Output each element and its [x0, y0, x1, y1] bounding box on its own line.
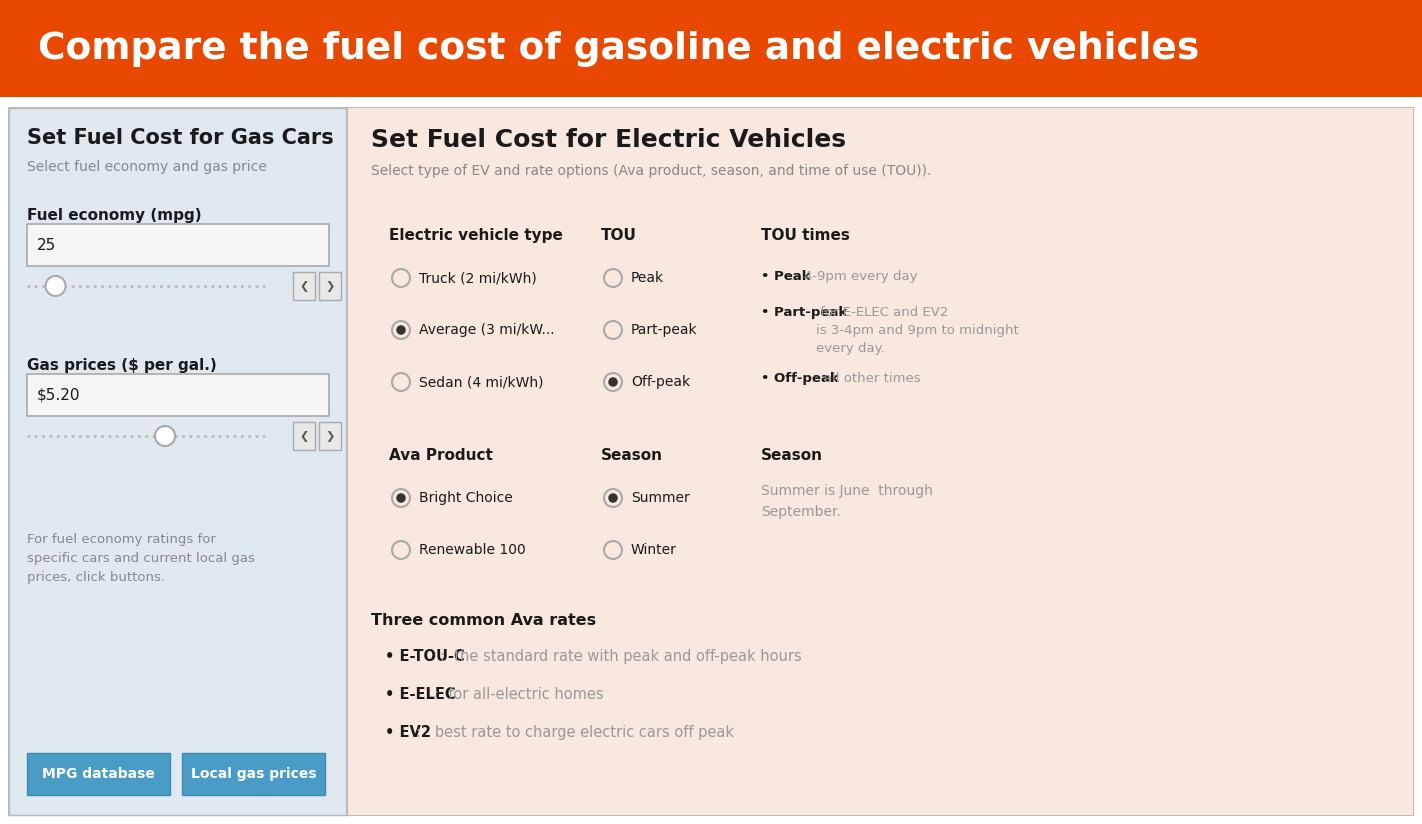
Bar [182, 753, 326, 795]
Text: • EV2: • EV2 [385, 725, 431, 740]
Text: Average (3 mi/kW...: Average (3 mi/kW... [419, 323, 555, 337]
Bar [9, 108, 347, 815]
Text: Fuel economy (mpg): Fuel economy (mpg) [27, 208, 202, 223]
Text: MPG database: MPG database [43, 767, 155, 781]
Bar [27, 753, 171, 795]
Circle shape [609, 494, 617, 502]
Text: Select fuel economy and gas price: Select fuel economy and gas price [27, 160, 267, 174]
Bar [347, 108, 1413, 815]
Text: ❮: ❮ [299, 280, 309, 292]
Text: Sedan (4 mi/kWh): Sedan (4 mi/kWh) [419, 375, 543, 389]
Bar [319, 422, 341, 450]
Text: for E-ELEC and EV2
is 3-4pm and 9pm to midnight
every day.: for E-ELEC and EV2 is 3-4pm and 9pm to m… [816, 306, 1020, 355]
Circle shape [397, 326, 405, 334]
Text: Electric vehicle type: Electric vehicle type [390, 228, 563, 243]
Text: Select type of EV and rate options (Ava product, season, and time of use (TOU)).: Select type of EV and rate options (Ava … [371, 164, 931, 178]
Bar [293, 272, 316, 300]
Text: Season: Season [761, 448, 823, 463]
Text: • Off-peak: • Off-peak [761, 372, 839, 385]
Text: Ava Product: Ava Product [390, 448, 493, 463]
Text: TOU times: TOU times [761, 228, 850, 243]
Text: Off-peak: Off-peak [631, 375, 690, 389]
Text: $5.20: $5.20 [37, 387, 81, 402]
Text: Set Fuel Cost for Electric Vehicles: Set Fuel Cost for Electric Vehicles [371, 128, 846, 152]
Text: Set Fuel Cost for Gas Cars: Set Fuel Cost for Gas Cars [27, 128, 334, 148]
Text: Part-peak: Part-peak [631, 323, 698, 337]
Text: :  4-9pm every day: : 4-9pm every day [791, 270, 917, 283]
Text: 25: 25 [37, 237, 57, 252]
Text: Truck (2 mi/kWh): Truck (2 mi/kWh) [419, 271, 536, 285]
Circle shape [155, 426, 175, 446]
Text: Summer: Summer [631, 491, 690, 505]
Text: Summer is June  through
September.: Summer is June through September. [761, 484, 933, 518]
Text: ❯: ❯ [326, 430, 334, 442]
Bar [27, 374, 328, 416]
Text: :  for all-electric homes: : for all-electric homes [434, 687, 603, 702]
Circle shape [609, 378, 617, 386]
Bar [0, 0, 1422, 97]
Bar [293, 422, 316, 450]
Text: Winter: Winter [631, 543, 677, 557]
Bar [9, 108, 1413, 815]
Text: :  all other times: : all other times [812, 372, 921, 385]
Text: Compare the fuel cost of gasoline and electric vehicles: Compare the fuel cost of gasoline and el… [38, 30, 1199, 67]
Bar [319, 272, 341, 300]
Text: :   best rate to charge electric cars off peak: : best rate to charge electric cars off … [415, 725, 734, 740]
Text: • Part-peak: • Part-peak [761, 306, 848, 319]
Text: • E-ELEC: • E-ELEC [385, 687, 455, 702]
Text: Peak: Peak [631, 271, 664, 285]
Text: For fuel economy ratings for
specific cars and current local gas
prices, click b: For fuel economy ratings for specific ca… [27, 533, 255, 584]
Text: Renewable 100: Renewable 100 [419, 543, 526, 557]
Text: ❮: ❮ [299, 430, 309, 442]
Circle shape [46, 276, 65, 296]
Text: Gas prices ($ per gal.): Gas prices ($ per gal.) [27, 358, 216, 373]
Text: Local gas prices: Local gas prices [191, 767, 316, 781]
Bar [27, 224, 328, 266]
Text: Season: Season [602, 448, 663, 463]
Text: Bright Choice: Bright Choice [419, 491, 513, 505]
Text: • E-TOU-C: • E-TOU-C [385, 649, 465, 664]
Circle shape [397, 494, 405, 502]
Text: TOU: TOU [602, 228, 637, 243]
Text: Three common Ava rates: Three common Ava rates [371, 613, 596, 628]
Text: • Peak: • Peak [761, 270, 811, 283]
Text: :  the standard rate with peak and off-peak hours: : the standard rate with peak and off-pe… [439, 649, 802, 664]
Text: ❯: ❯ [326, 280, 334, 292]
